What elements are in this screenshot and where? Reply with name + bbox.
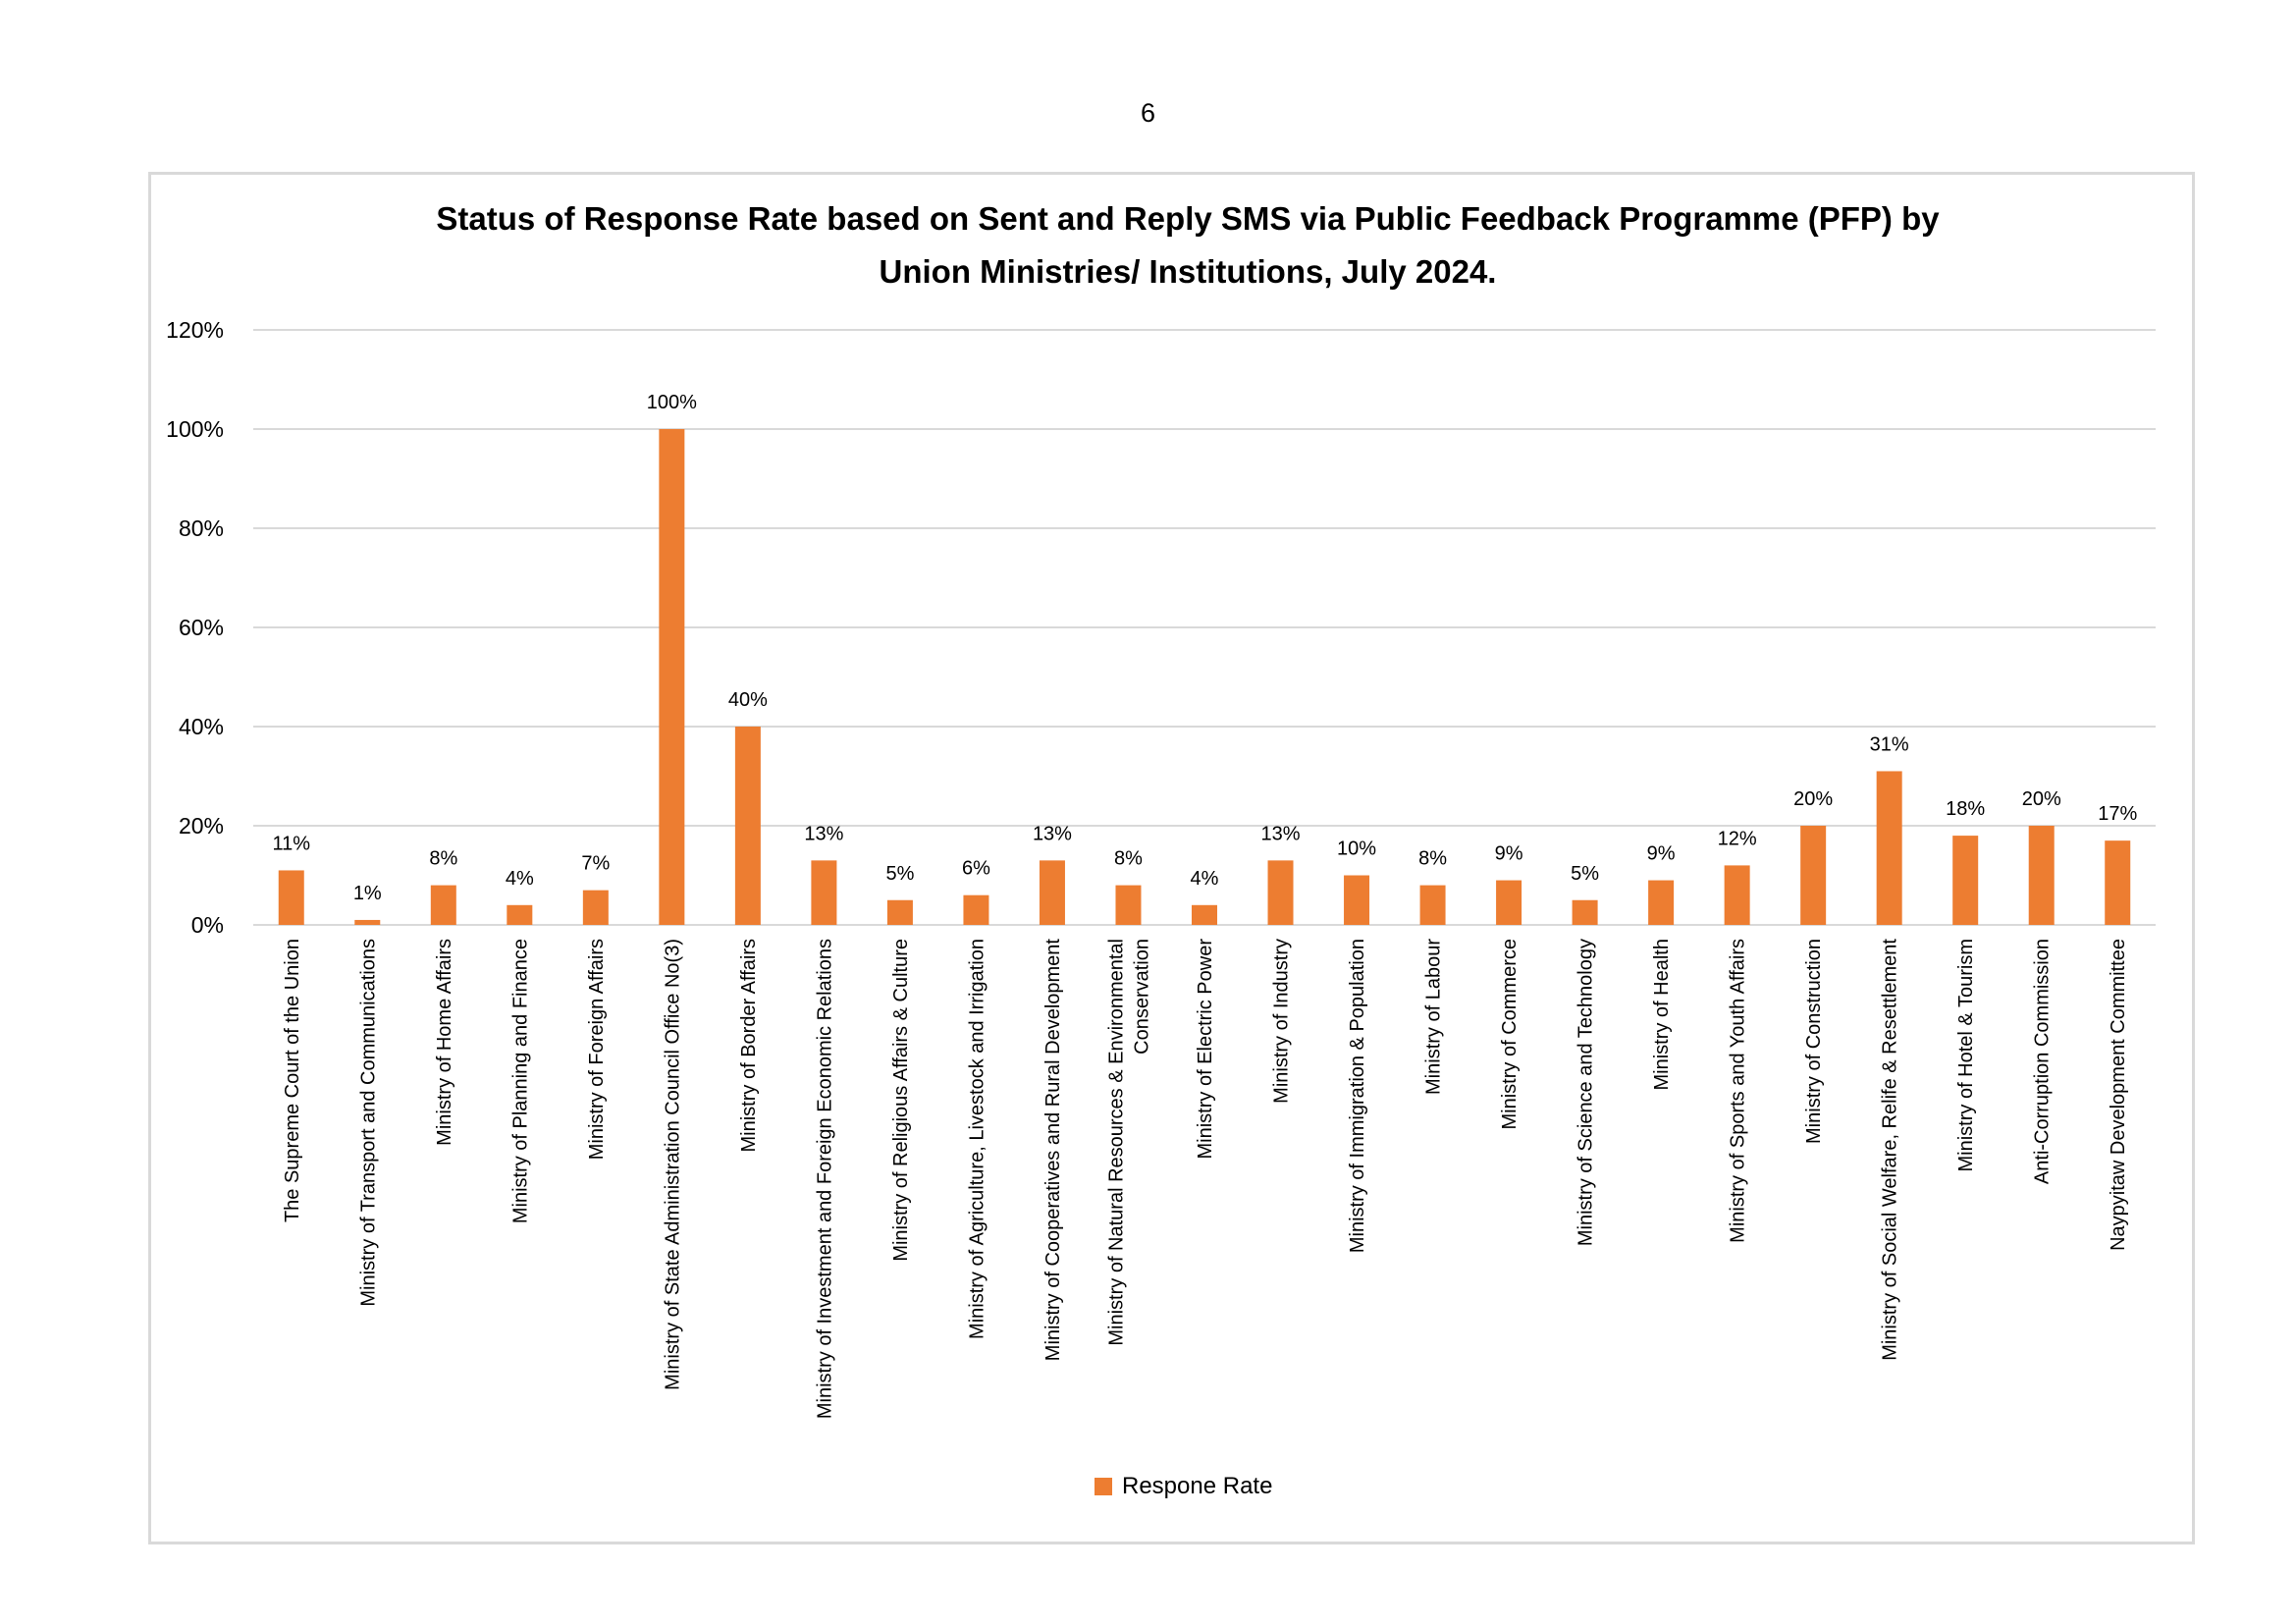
legend: Respone Rate <box>1095 1473 1272 1500</box>
data-label: 5% <box>885 863 914 885</box>
bar <box>734 727 761 925</box>
x-tick-label: Ministry of Commerce <box>1499 939 1521 1129</box>
y-tick-label: 100% <box>166 416 224 442</box>
x-tick-label: Ministry of Industry <box>1271 939 1293 1104</box>
bar <box>1192 904 1217 925</box>
x-tick-label: Conservation <box>1131 939 1152 1055</box>
bar <box>2105 840 2131 925</box>
data-label: 100% <box>647 392 697 413</box>
data-label: 18% <box>1946 798 1985 820</box>
x-tick-label: Ministry of Planning and Finance <box>509 939 531 1223</box>
bar <box>1419 885 1446 925</box>
data-label: 4% <box>506 868 534 890</box>
x-tick-label: Ministry of Health <box>1651 939 1673 1091</box>
x-tick-label: Ministry of Sports and Youth Affairs <box>1728 939 1749 1243</box>
data-label: 13% <box>804 823 843 844</box>
data-label: 31% <box>1870 733 1909 755</box>
data-label: 20% <box>2022 788 2061 810</box>
x-tick-label: Naypyitaw Development Committee <box>2108 939 2129 1251</box>
x-tick-label: Ministry of Investment and Foreign Econo… <box>814 939 835 1419</box>
x-tick-label: Ministry of Electric Power <box>1195 939 1216 1160</box>
bar <box>1344 875 1370 925</box>
x-tick-label: Ministry of Foreign Affairs <box>586 939 608 1160</box>
bar <box>430 885 456 925</box>
bar <box>1724 865 1750 925</box>
x-tick-label: Ministry of Cooperatives and Rural Devel… <box>1042 939 1064 1362</box>
data-label: 5% <box>1571 863 1599 885</box>
data-label: 8% <box>429 848 457 870</box>
bar <box>1496 880 1522 925</box>
chart-frame <box>148 172 2195 1544</box>
data-label: 11% <box>272 833 310 854</box>
bar <box>1952 836 1979 925</box>
data-label: 6% <box>962 858 990 880</box>
bar <box>1115 885 1142 925</box>
data-label: 1% <box>353 883 382 904</box>
data-label: 12% <box>1718 828 1757 849</box>
data-label: 20% <box>1793 788 1833 810</box>
data-label: 17% <box>2098 803 2137 825</box>
x-tick-label: Ministry of Immigration & Population <box>1347 939 1368 1253</box>
chart-title-line-2: Union Ministries/ Institutions, July 202… <box>879 253 1497 290</box>
bar <box>1572 899 1598 925</box>
x-tick-label: Ministry of Science and Technology <box>1575 939 1597 1246</box>
data-label: 13% <box>1033 823 1072 844</box>
data-label: 9% <box>1495 843 1523 865</box>
data-label: 13% <box>1261 823 1301 844</box>
bar <box>278 870 304 925</box>
data-label: 4% <box>1191 868 1219 890</box>
y-tick-label: 80% <box>179 515 224 541</box>
data-label: 8% <box>1418 848 1447 870</box>
x-tick-label: Ministry of Natural Resources & Environm… <box>1105 939 1127 1346</box>
x-tick-label: The Supreme Court of the Union <box>282 939 303 1222</box>
bar <box>1876 771 1902 925</box>
page-number: 6 <box>1140 98 1156 128</box>
y-tick-label: 60% <box>179 615 224 640</box>
data-label: 7% <box>581 853 610 875</box>
bar <box>1039 860 1065 925</box>
bar <box>1800 826 1827 925</box>
bar <box>507 904 533 925</box>
x-tick-label: Ministry of State Administration Council… <box>662 939 683 1390</box>
bar <box>1267 860 1294 925</box>
y-tick-label: 20% <box>179 813 224 839</box>
x-tick-label: Ministry of Border Affairs <box>738 939 760 1152</box>
bar <box>1648 880 1675 925</box>
y-tick-label: 120% <box>166 317 224 343</box>
bar <box>2028 826 2055 925</box>
x-tick-label: Ministry of Agriculture, Livestock and I… <box>966 939 988 1339</box>
data-label: 9% <box>1647 843 1676 865</box>
bar <box>582 890 609 925</box>
x-tick-label: Ministry of Transport and Communications <box>357 939 379 1307</box>
x-tick-label: Ministry of Social Welfare, Relife & Res… <box>1880 939 1901 1361</box>
legend-label: Respone Rate <box>1122 1473 1273 1499</box>
bar <box>659 429 685 925</box>
x-tick-label: Ministry of Construction <box>1803 939 1825 1144</box>
y-tick-label: 0% <box>191 912 224 938</box>
x-tick-label: Ministry of Home Affairs <box>434 939 455 1146</box>
bar <box>886 899 913 925</box>
data-label: 40% <box>728 689 768 711</box>
x-tick-label: Ministry of Hotel & Tourism <box>1955 939 1977 1171</box>
data-label: 8% <box>1114 848 1143 870</box>
data-label: 10% <box>1337 839 1376 860</box>
x-tick-label: Ministry of Labour <box>1423 939 1445 1095</box>
chart-title-line-1: Status of Response Rate based on Sent an… <box>436 200 1940 237</box>
y-tick-label: 40% <box>179 714 224 739</box>
legend-swatch <box>1095 1478 1112 1495</box>
x-tick-label: Anti-Corruption Commission <box>2032 939 2054 1184</box>
x-tick-label: Ministry of Religious Affairs & Culture <box>890 939 912 1262</box>
bar <box>811 860 837 925</box>
bar <box>354 919 381 925</box>
bar <box>963 894 989 925</box>
